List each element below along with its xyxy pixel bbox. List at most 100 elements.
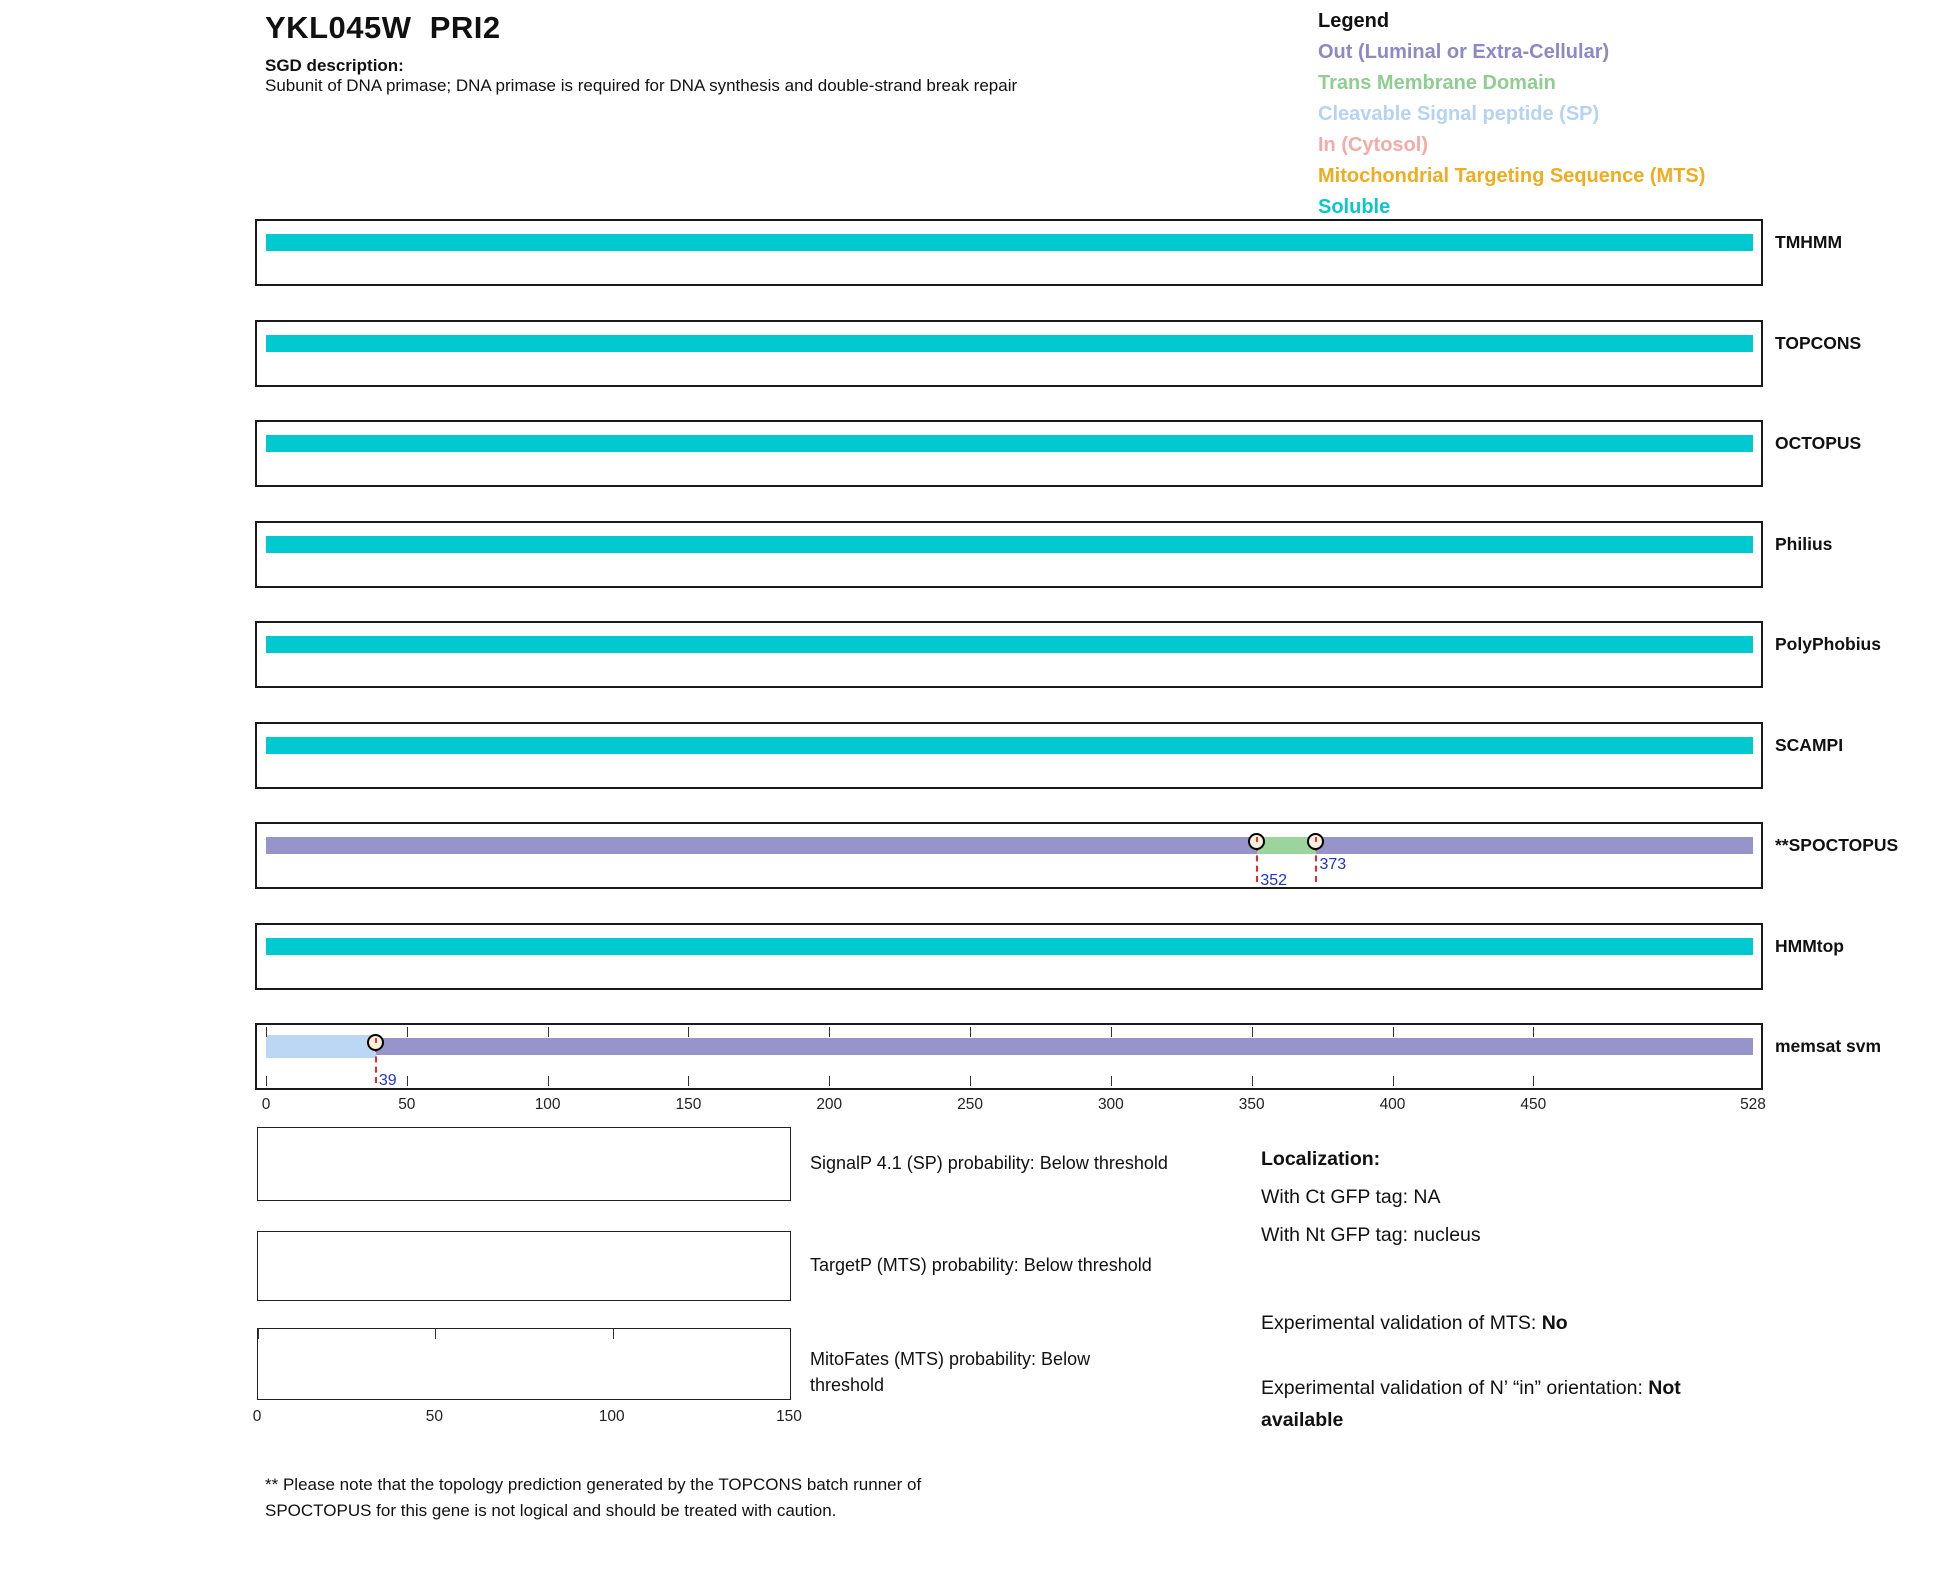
legend-item-mts: Mitochondrial Targeting Sequence (MTS) bbox=[1318, 165, 1706, 187]
track-box-octopus bbox=[255, 420, 1763, 487]
legend-items: Out (Luminal or Extra-Cellular) Trans Mem… bbox=[1318, 37, 1705, 223]
marker-line-352 bbox=[1256, 845, 1259, 882]
track-label-scampi: SCAMPI bbox=[1775, 735, 1844, 755]
segment-soluble-0-528 bbox=[266, 536, 1753, 553]
ruler-tick-top-250 bbox=[970, 1027, 972, 1037]
track-box-tmhmm bbox=[255, 219, 1763, 286]
mitofates-axis-label-0: 0 bbox=[252, 1408, 262, 1425]
orientation-validation-label: Experimental validation of N’ “in” orien… bbox=[1261, 1377, 1649, 1399]
legend-item-soluble: Soluble bbox=[1318, 196, 1391, 218]
legend-item-in: In (Cytosol) bbox=[1318, 134, 1428, 156]
signalp-plot-caption: SignalP 4.1 (SP) probability: Below thre… bbox=[810, 1153, 1168, 1173]
ruler-tick-bottom-250 bbox=[970, 1076, 972, 1086]
legend-item-tm: Trans Membrane Domain bbox=[1318, 72, 1556, 94]
spoctopus-footnote: ** Please note that the topology predict… bbox=[265, 1475, 922, 1520]
axis-tick-label-450: 450 bbox=[1520, 1096, 1547, 1113]
axis-tick-label-350: 350 bbox=[1238, 1096, 1265, 1113]
track-bar-area bbox=[266, 335, 1753, 352]
track-box-memsatsvm: 39 bbox=[255, 1023, 1763, 1090]
ruler-tick-bottom-450 bbox=[1533, 1076, 1535, 1086]
track-bar-area bbox=[266, 737, 1753, 754]
ruler-tick-bottom-150 bbox=[688, 1076, 690, 1086]
ruler-tick-bottom-200 bbox=[829, 1076, 831, 1086]
track-label-spoctopus: **SPOCTOPUS bbox=[1775, 835, 1899, 855]
axis-tick-label-400: 400 bbox=[1379, 1096, 1406, 1113]
track-bar-area bbox=[266, 536, 1753, 553]
mitofates-tick-50 bbox=[435, 1329, 437, 1339]
track-label-octopus: OCTOPUS bbox=[1775, 433, 1862, 453]
ruler-tick-bottom-50 bbox=[406, 1076, 408, 1086]
track-label-topcons: TOPCONS bbox=[1775, 333, 1862, 353]
track-box-polyphobius bbox=[255, 621, 1763, 688]
marker-label-373: 373 bbox=[1319, 856, 1347, 873]
legend-item-sp: Cleavable Signal peptide (SP) bbox=[1318, 103, 1600, 125]
mitofates-axis-label-150: 150 bbox=[776, 1408, 802, 1425]
ruler-tick-top-0 bbox=[266, 1027, 267, 1037]
track-bar-area bbox=[266, 833, 1753, 882]
targetp-plot-caption: TargetP (MTS) probability: Below thresho… bbox=[810, 1255, 1152, 1275]
orientation-validation-value: Not available bbox=[1261, 1377, 1681, 1431]
ruler-tick-top-400 bbox=[1392, 1027, 1394, 1037]
ruler-tick-bottom-300 bbox=[1110, 1076, 1112, 1086]
segment-soluble-0-528 bbox=[266, 737, 1753, 754]
axis-tick-label-150: 150 bbox=[675, 1096, 702, 1113]
track-box-topcons bbox=[255, 320, 1763, 387]
mts-validation-label: Experimental validation of MTS: bbox=[1261, 1312, 1542, 1334]
track-label-philius: Philius bbox=[1775, 534, 1833, 554]
axis-tick-label-0: 0 bbox=[261, 1096, 271, 1113]
ruler-tick-top-100 bbox=[547, 1027, 549, 1037]
marker-label-352: 352 bbox=[1260, 872, 1288, 889]
ruler-tick-top-300 bbox=[1110, 1027, 1112, 1037]
segment-tm-352-373 bbox=[1257, 837, 1317, 854]
localization-ct-gfp: With Ct GFP tag: NA bbox=[1261, 1186, 1441, 1208]
track-label-polyphobius: PolyPhobius bbox=[1775, 634, 1881, 654]
marker-line-373 bbox=[1315, 845, 1318, 882]
axis-tick-label-100: 100 bbox=[534, 1096, 561, 1113]
track-bar-area bbox=[266, 435, 1753, 452]
track-bar-area bbox=[266, 636, 1753, 653]
sgd-description-text: Subunit of DNA primase; DNA primase is r… bbox=[265, 76, 1018, 95]
segment-soluble-0-528 bbox=[266, 938, 1753, 955]
ruler-tick-bottom-0 bbox=[266, 1076, 267, 1086]
ruler-tick-bottom-100 bbox=[547, 1076, 549, 1086]
sgd-description-label: SGD description: bbox=[265, 56, 404, 75]
segment-soluble-0-528 bbox=[266, 234, 1753, 251]
legend: Legend Out (Luminal or Extra-Cellular) Tr… bbox=[1318, 6, 1705, 223]
ruler-tick-top-450 bbox=[1533, 1027, 1535, 1037]
ruler-tick-top-200 bbox=[829, 1027, 831, 1037]
marker-dot-39 bbox=[374, 1038, 377, 1043]
signalp-plot-box bbox=[257, 1127, 791, 1201]
axis-tick-label-528: 528 bbox=[1740, 1096, 1766, 1113]
marker-dot-373 bbox=[1315, 837, 1318, 842]
mitofates-axis-label-50: 50 bbox=[425, 1408, 443, 1425]
axis-tick-label-200: 200 bbox=[816, 1096, 843, 1113]
mitofates-plot-caption: MitoFates (MTS) probability: Below thres… bbox=[810, 1349, 1091, 1395]
segment-out-39-528 bbox=[375, 1038, 1753, 1055]
legend-item-out: Out (Luminal or Extra-Cellular) bbox=[1318, 41, 1610, 63]
axis-tick-label-250: 250 bbox=[957, 1096, 983, 1113]
track-label-hmmtop: HMMtop bbox=[1775, 936, 1845, 956]
mitofates-plot-box bbox=[257, 1328, 791, 1400]
ruler-tick-bottom-400 bbox=[1392, 1076, 1394, 1086]
segment-soluble-0-528 bbox=[266, 335, 1753, 352]
track-bar-area bbox=[266, 1034, 1753, 1083]
track-label-tmhmm: TMHMM bbox=[1775, 232, 1843, 252]
localization-nt-gfp: With Nt GFP tag: nucleus bbox=[1261, 1224, 1481, 1246]
segment-soluble-0-528 bbox=[266, 636, 1753, 653]
track-bar-area bbox=[266, 234, 1753, 251]
targetp-plot-box bbox=[257, 1231, 791, 1301]
mitofates-axis-label-100: 100 bbox=[598, 1408, 625, 1425]
mts-validation-line: Experimental validation of MTS: No bbox=[1261, 1312, 1568, 1335]
track-box-spoctopus: 352 373 bbox=[255, 822, 1763, 889]
marker-dot-352 bbox=[1256, 837, 1259, 842]
segment-out-0-528 bbox=[266, 837, 1753, 854]
ruler-tick-bottom-350 bbox=[1251, 1076, 1253, 1086]
ruler-tick-top-50 bbox=[406, 1027, 408, 1037]
segment-soluble-0-528 bbox=[266, 435, 1753, 452]
ruler-tick-top-350 bbox=[1251, 1027, 1253, 1037]
marker-label-39: 39 bbox=[378, 1072, 397, 1089]
page-title: YKL045W PRI2 bbox=[265, 10, 501, 45]
track-box-scampi bbox=[255, 722, 1763, 789]
axis-tick-label-50: 50 bbox=[398, 1096, 416, 1113]
